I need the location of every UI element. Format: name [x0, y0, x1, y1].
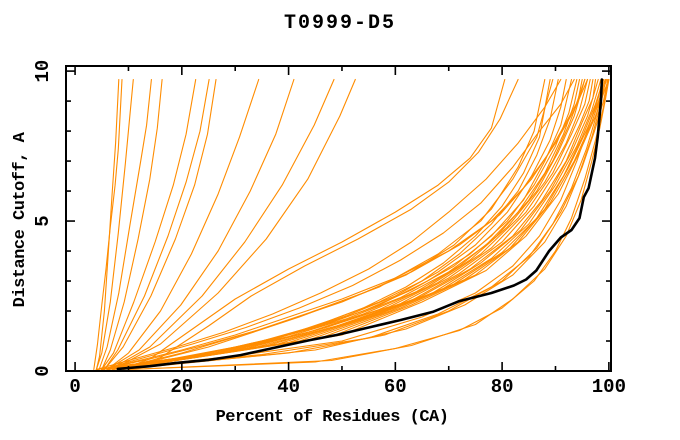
model-curve: [106, 78, 589, 371]
model-curve: [101, 78, 589, 371]
model-curve: [122, 78, 506, 370]
model-curve: [95, 78, 562, 371]
model-curve: [103, 78, 217, 371]
model-curve: [111, 78, 599, 371]
model-curve: [103, 78, 210, 371]
model-curve: [95, 78, 120, 371]
y-tick-label: 5: [32, 215, 54, 226]
model-curve: [122, 78, 554, 370]
model-curve: [101, 78, 586, 371]
model-curve: [101, 78, 197, 371]
y-tick-label: 0: [32, 365, 54, 376]
model-curve: [95, 78, 134, 371]
model-curve: [111, 78, 605, 371]
y-axis-title: Distance Cutoff, A: [11, 131, 30, 307]
x-tick-label: 40: [277, 376, 300, 398]
model-curve: [117, 78, 608, 371]
chart-title: T0999-D5: [284, 12, 396, 35]
model-curve: [127, 78, 519, 370]
model-curve: [111, 78, 605, 371]
model-curve: [101, 78, 581, 371]
x-tick-label: 0: [69, 376, 80, 398]
plot-border: [65, 65, 612, 372]
model-curve: [106, 78, 604, 371]
x-tick-label: 80: [491, 376, 514, 398]
model-curve: [111, 78, 356, 371]
x-tick-label: 100: [592, 376, 626, 398]
highlight-curve: [116, 78, 604, 371]
model-curve: [122, 78, 609, 371]
x-axis-title: Percent of Residues (CA): [216, 408, 449, 427]
model-curve: [111, 78, 602, 371]
model-curve: [101, 78, 575, 371]
x-tick-label: 20: [170, 376, 193, 398]
model-curve: [101, 78, 163, 371]
y-tick-label: 10: [32, 60, 54, 83]
model-curve: [127, 78, 610, 371]
curves-layer: [93, 78, 610, 371]
axes-layer: 0 20 40 60 80 100 0 5 10: [32, 60, 626, 398]
model-curve: [106, 78, 594, 371]
model-curve: [109, 78, 335, 371]
model-curve: [106, 78, 295, 371]
model-curve: [98, 78, 152, 371]
model-curve: [95, 78, 573, 371]
model-curve: [106, 78, 260, 371]
x-tick-label: 60: [384, 376, 407, 398]
